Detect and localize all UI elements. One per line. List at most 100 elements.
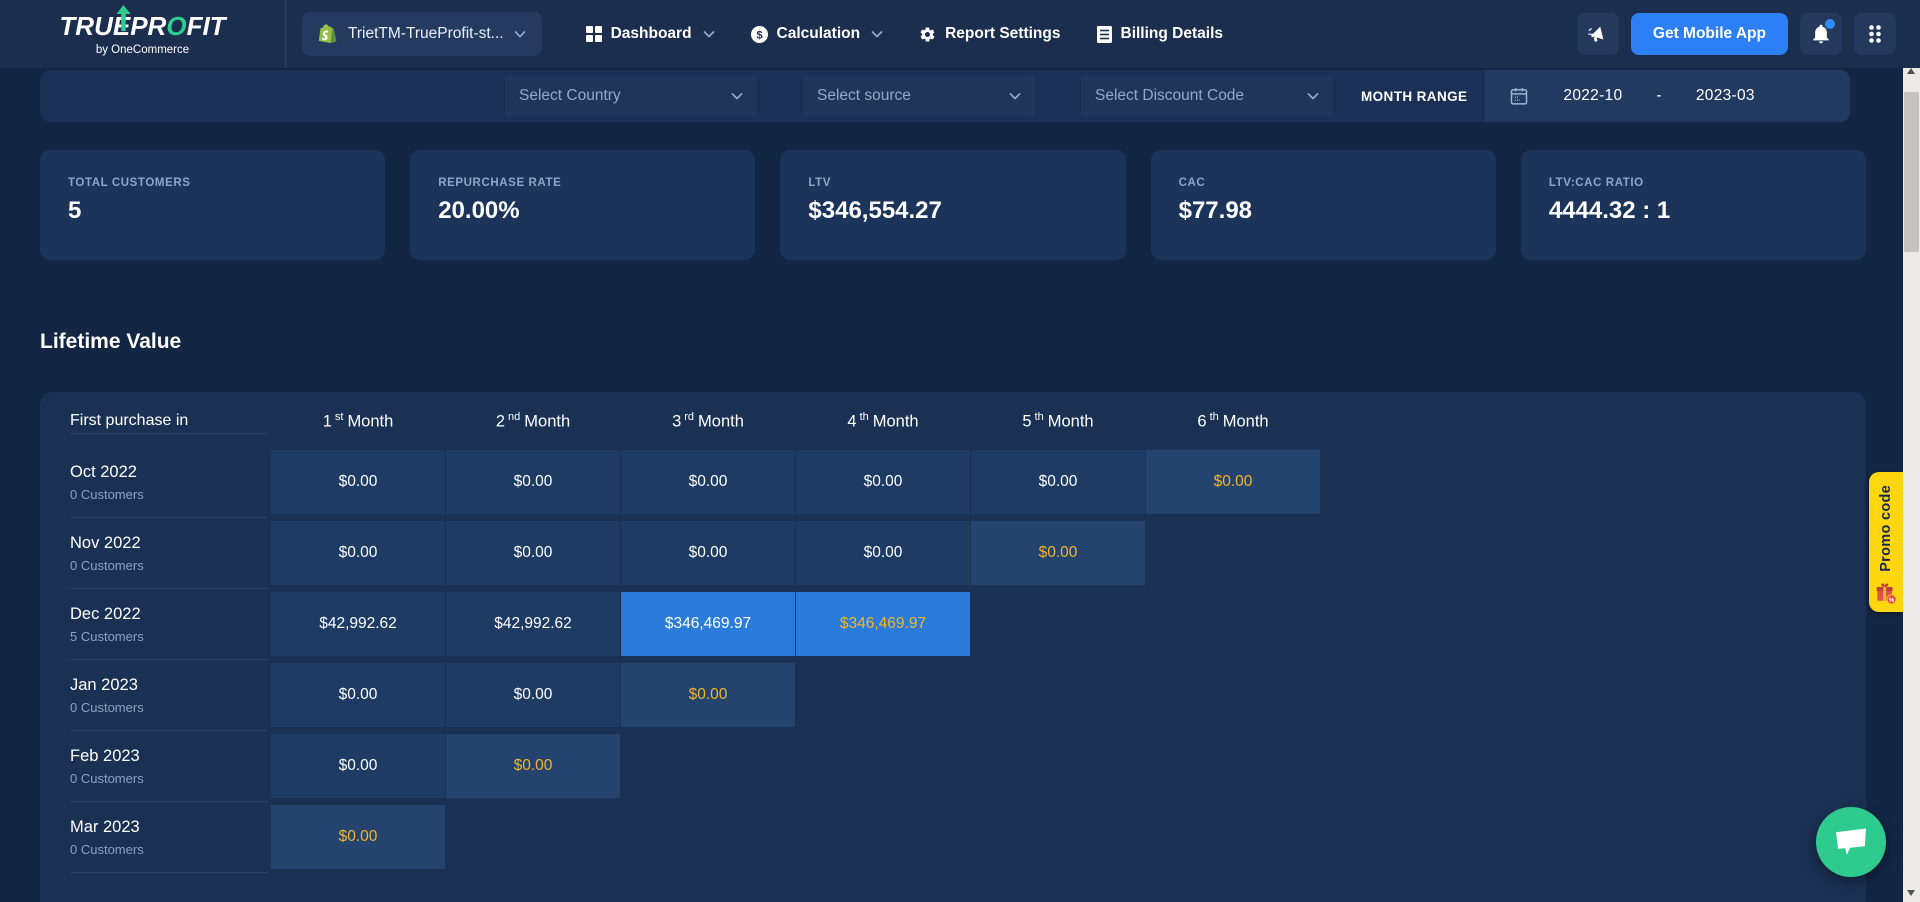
cohort-customers: 5 Customers	[70, 628, 144, 644]
month-range-label: MONTH RANGE	[1361, 88, 1468, 104]
ltv-cell: $0.00	[971, 450, 1145, 514]
store-selector-label: TrietTM-TrueProfit-st...	[348, 25, 504, 42]
kpi-label: LTV	[808, 177, 832, 189]
table-body: Oct 2022 0 Customers $0.00 $0.00 $0.00 $0.00 $…	[40, 450, 1866, 869]
ltv-cell: $0.00	[271, 521, 445, 585]
kpi-label: TOTAL CUSTOMERS	[68, 177, 191, 189]
nav-item-billing-details[interactable]: Billing Details	[1096, 25, 1224, 43]
table-row: Mar 2023 0 Customers $0.00	[40, 805, 1866, 869]
ltv-cell: $0.00	[621, 521, 795, 585]
ltv-cell: $0.00	[446, 663, 620, 727]
nav-item-label: Dashboard	[610, 25, 692, 42]
ltv-cell: $0.00	[271, 450, 445, 514]
scrollbar-up-arrow-icon[interactable]	[1907, 68, 1915, 74]
kpi-card-total-customers: TOTAL CUSTOMERS 5	[40, 150, 386, 260]
filter-bar: Select Country Select source Select Disc…	[40, 70, 1850, 122]
top-navbar: TRUEPROFIT by OneCommerce TrietTM-TruePr…	[0, 0, 1920, 68]
ordinal-suffix: th	[859, 410, 869, 423]
table-row: Oct 2022 0 Customers $0.00 $0.00 $0.00 $0.00 $…	[40, 450, 1866, 514]
ltv-cell: $0.00	[796, 521, 970, 585]
ltv-cell: $0.00	[1146, 450, 1320, 514]
ordinal-suffix: nd	[508, 410, 521, 423]
month-range-picker[interactable]: 2022-10 - 2023-03	[1485, 70, 1850, 122]
ltv-cell: $0.00	[271, 805, 445, 869]
logo-arrow-icon	[116, 4, 131, 35]
nav-item-calculation[interactable]: $ Calculation	[750, 25, 884, 43]
month-word: Month	[872, 412, 919, 431]
cohort-label-cell: Feb 2023 0 Customers	[40, 734, 270, 798]
month-number: 1	[322, 412, 332, 431]
kpi-cards-row: TOTAL CUSTOMERS 5 REPURCHASE RATE 20.00% LTV…	[40, 150, 1867, 260]
cohort-month: Oct 2022	[70, 462, 137, 481]
discount-select-placeholder: Select Discount Code	[1095, 87, 1245, 104]
ltv-cell: $346,469.97	[796, 592, 970, 656]
source-select-placeholder: Select source	[817, 87, 911, 104]
gear-icon	[919, 26, 936, 43]
logo-text-part: TRUEPR	[59, 10, 167, 41]
ltv-cell: $0.00	[271, 734, 445, 798]
scrollbar-down-arrow-icon[interactable]	[1907, 890, 1915, 896]
country-select[interactable]: Select Country	[505, 75, 757, 117]
ltv-cell: $0.00	[796, 450, 970, 514]
scrollbar-thumb[interactable]	[1904, 92, 1919, 252]
gift-icon: %	[1875, 581, 1897, 605]
apps-grid-icon	[1867, 24, 1883, 44]
main-navigation: Dashboard $ Calculation Report Settings Bill…	[585, 25, 1224, 43]
first-purchase-column-header: First purchase in	[40, 412, 270, 434]
store-selector[interactable]: TrietTM-TrueProfit-st...	[302, 12, 542, 56]
kpi-card-repurchase-rate: REPURCHASE RATE 20.00%	[410, 150, 756, 260]
megaphone-icon	[1587, 23, 1609, 45]
dashboard-grid-icon	[585, 26, 602, 42]
svg-text:%: %	[1889, 597, 1895, 604]
ordinal-suffix: th	[1034, 410, 1044, 423]
get-mobile-app-button[interactable]: Get Mobile App	[1630, 13, 1788, 55]
logo[interactable]: TRUEPROFIT by OneCommerce	[40, 4, 245, 56]
kpi-card-ltv-cac-ratio: LTV:CAC RATIO 4444.32 : 1	[1520, 150, 1867, 260]
nav-item-label: Billing Details	[1120, 25, 1224, 42]
cohort-month: Nov 2022	[70, 533, 141, 552]
cohort-label-cell: Oct 2022 0 Customers	[40, 450, 270, 514]
cohort-label-cell: Mar 2023 0 Customers	[40, 805, 270, 869]
chevron-down-icon	[731, 92, 743, 100]
cohort-month: Dec 2022	[70, 604, 141, 623]
ltv-cell: $42,992.62	[271, 592, 445, 656]
page-scrollbar[interactable]	[1903, 62, 1920, 902]
kpi-value: 4444.32 : 1	[1548, 197, 1671, 224]
table-row: Feb 2023 0 Customers $0.00 $0.00	[40, 734, 1866, 798]
kpi-card-ltv: LTV $346,554.27	[780, 150, 1126, 260]
apps-menu-button[interactable]	[1854, 13, 1896, 55]
month-number: 5	[1022, 412, 1032, 431]
announcements-button[interactable]	[1576, 13, 1619, 55]
month-range-from[interactable]: 2022-10	[1563, 87, 1623, 104]
cohort-customers: 0 Customers	[70, 486, 144, 502]
nav-item-label: Report Settings	[945, 25, 1061, 42]
discount-code-select[interactable]: Select Discount Code	[1081, 75, 1333, 117]
cohort-month: Feb 2023	[70, 746, 140, 765]
nav-item-report-settings[interactable]: Report Settings	[919, 25, 1061, 43]
notifications-button[interactable]	[1800, 13, 1842, 55]
bell-icon	[1810, 23, 1832, 45]
calendar-icon	[1509, 86, 1529, 106]
nav-item-label: Calculation	[776, 25, 861, 42]
promo-code-tab[interactable]: Promo code %	[1869, 472, 1903, 612]
kpi-value: $77.98	[1178, 197, 1253, 224]
promo-code-label: Promo code	[1878, 485, 1894, 572]
kpi-label: CAC	[1178, 177, 1206, 189]
ordinal-suffix: rd	[684, 410, 695, 423]
kpi-label: LTV:CAC RATIO	[1548, 177, 1644, 189]
kpi-value: $346,554.27	[808, 197, 942, 224]
month-range-to[interactable]: 2023-03	[1695, 87, 1755, 104]
logo-text: TRUEPROFIT	[59, 4, 226, 41]
chevron-down-icon	[513, 30, 526, 38]
ordinal-suffix: th	[1209, 410, 1219, 423]
ltv-cell: $0.00	[446, 734, 620, 798]
nav-item-dashboard[interactable]: Dashboard	[585, 25, 715, 43]
source-select[interactable]: Select source	[803, 75, 1035, 117]
logo-text-part: FIT	[186, 10, 226, 41]
ltv-cell: $0.00	[271, 663, 445, 727]
ordinal-suffix: st	[334, 410, 344, 423]
cohort-customers: 0 Customers	[70, 841, 144, 857]
chat-widget-button[interactable]	[1816, 807, 1886, 877]
